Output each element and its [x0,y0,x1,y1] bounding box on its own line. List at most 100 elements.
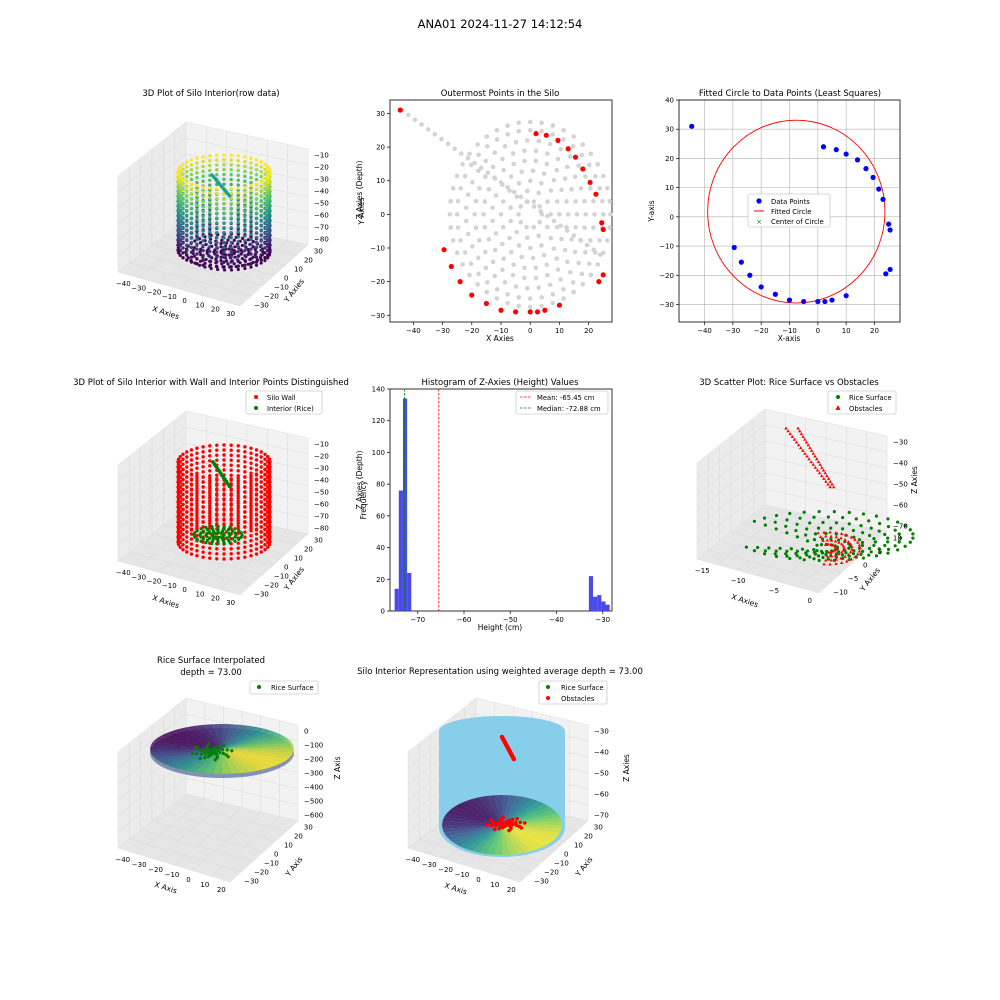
p4-rice-point [226,528,231,532]
p6-obstacle-line-point [803,451,807,455]
p2-interior-point [592,173,598,179]
p1-wall-point [178,190,182,194]
p1-wall-point [178,195,182,199]
p4-rice-point [204,525,208,529]
p1-wall-point [263,217,267,221]
p4-legend: Silo Wall Interior (Rice) [245,390,323,415]
p6-rice-point [908,540,912,544]
p7-surface-sector [222,742,294,749]
p1-ztick-label-7: −80 [314,236,329,244]
p6-rice-point [832,510,836,514]
p4-rice-point [230,537,235,541]
p1-floor-point [219,245,223,249]
p2-interior-point [555,156,561,162]
p4-wall-point [259,515,263,519]
p4-wall-point [178,540,182,544]
p4-wall-point [201,515,205,519]
p6-rice-point [911,532,915,536]
p6-rice-point [808,555,812,559]
p4-wall-point [263,488,267,492]
p6-rice-point [785,554,789,558]
p6-rice-point [752,519,757,523]
p4-wall-point [236,509,240,513]
p2-interior-point [501,167,506,173]
p1-wall-point [189,163,194,167]
p1-wall-point [201,164,205,169]
p3-data-point-16 [815,298,821,305]
p6-rice-point [795,535,800,539]
p4-rice-point [224,530,229,534]
p2-interior-point [558,277,563,282]
p5-legend: Mean: -65.45 cm Median: -72.88 cm [515,390,609,415]
p1-wall-point [181,207,185,211]
p4-wall-point [267,457,272,462]
p6-obstacle-point [839,560,844,564]
p1-wall-point [215,153,219,157]
p4-wall-point [243,480,247,484]
p1-wall-point [222,172,226,177]
p6-rice-point [773,520,777,524]
p2-interior-point [502,144,508,149]
p1-wall-point [229,187,233,191]
p1-wall-point [208,215,212,220]
p7-rice-point [206,754,210,759]
p1-wall-point [236,215,240,220]
p4-wall-point [229,492,233,496]
p1-floor-point [229,268,234,272]
p1-wall-point [236,240,240,244]
p7-ytick-label-6: −30 [244,877,259,885]
p4-wall-point [208,509,212,513]
p1-wall-point [263,162,267,166]
p1-wall-point [254,201,259,206]
p2-interior-point [561,127,566,133]
p7-rice-point [222,743,226,748]
p4-wall-point [195,484,199,488]
p1-floor-point [249,265,253,269]
p5-xtick-label-2: −50 [503,616,518,624]
p4-wall-point [259,450,263,454]
p4-wall-point [254,487,259,491]
p7-legend-box [249,680,319,695]
p1-wall-point [215,187,219,191]
p1-ytick-label-0: 30 [314,248,323,256]
p1-wall-point [208,254,212,259]
p4-wall-point [267,517,272,522]
p1-floor-point [227,253,231,257]
p8-obstacle-point [500,825,505,830]
p1-wall-point [254,163,259,167]
p2-interior-point [465,192,471,197]
p1-wall-point [249,156,253,160]
p4-wall-point [249,461,253,465]
p1-wall-point [178,219,182,223]
p4-wall-point [263,468,267,472]
p8-obstacle-point [501,815,505,820]
p4-legend-box [245,390,323,415]
p7-legend-label-rice: Rice Surface [271,684,314,692]
p4-legend-marker-wall [254,395,258,399]
p2-interior-point [533,265,539,271]
p1-wall-point [254,172,259,177]
p2-interior-point [525,285,530,291]
p1-title: 3D Plot of Silo Interior(row data) [142,89,279,99]
p1-wall-point [229,230,233,235]
p1-wall-point [254,211,259,215]
p6-rice-point [763,523,767,527]
p6-obstacle-point [823,542,828,546]
p1-wall-point [229,235,233,240]
p4-wall-point [249,456,253,460]
p1-ztick-label-3: −40 [314,187,329,195]
p4-wall-point [201,550,205,554]
p2-interior-point [527,296,533,301]
p4-wall-point [208,479,212,483]
p2-interior-point [500,156,505,162]
p1-wall-point [222,158,226,162]
p4-rice-point [210,541,214,546]
p1-wall-point [178,248,182,253]
p2-interior-point [455,225,461,230]
p1-wall-point [249,188,253,193]
p1-wall-point [181,172,185,176]
p4-wall-point [249,554,253,558]
p4-rice-point [239,535,243,539]
p6-obstacle-point [843,554,847,558]
p1-wall-point [178,180,182,184]
